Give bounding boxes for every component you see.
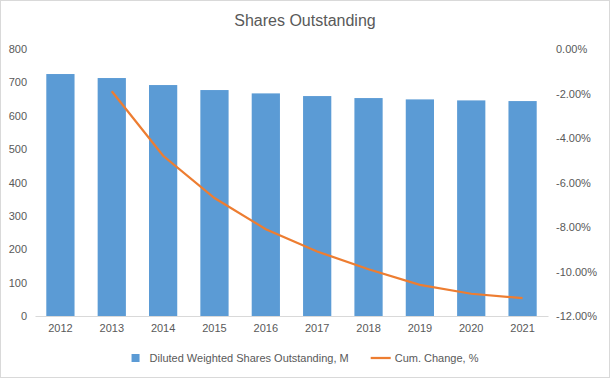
tick: -2.00% — [548, 88, 591, 100]
tick-label: 2021 — [510, 322, 534, 334]
x-axis: 2012 2013 2014 2015 2016 2017 2018 2019 2020 2021 — [36, 316, 549, 334]
axis-line — [36, 316, 549, 317]
legend-item: Cum. Change, % — [371, 352, 479, 364]
tick-label: 0.00% — [556, 43, 587, 55]
tick: 2019 — [408, 316, 432, 334]
bar — [46, 74, 74, 316]
tick-label: 100 — [9, 277, 27, 289]
tick: 200 — [9, 243, 35, 255]
tick: 300 — [9, 210, 35, 222]
legend-label: Cum. Change, % — [395, 352, 479, 364]
tick-label: -2.00% — [556, 88, 591, 100]
chart-border — [1, 1, 610, 378]
bar — [98, 78, 126, 316]
tick-label: 2015 — [202, 322, 226, 334]
bar — [252, 93, 280, 316]
bar — [406, 99, 434, 316]
tick: 0 — [21, 310, 35, 322]
tick-label: 200 — [9, 243, 27, 255]
tick-label: -4.00% — [556, 132, 591, 144]
tick: 600 — [9, 110, 35, 122]
tick: 700 — [9, 76, 35, 88]
tick: 800 — [9, 43, 35, 55]
chart: Shares Outstanding2012201320142015201620… — [0, 0, 610, 378]
y-axis: 0 100 200 300 400 500 600 700 800 — [9, 43, 36, 322]
tick-label: 0 — [21, 310, 27, 322]
tick: 2020 — [459, 316, 483, 334]
tick: -4.00% — [548, 132, 591, 144]
tick-label: 2018 — [356, 322, 380, 334]
tick: 2015 — [202, 316, 226, 334]
bar — [354, 98, 382, 316]
tick: 2014 — [151, 316, 175, 334]
tick-label: 600 — [9, 110, 27, 122]
legend: Diluted Weighted Shares Outstanding, M Cu… — [132, 352, 479, 364]
tick: 2016 — [254, 316, 278, 334]
bar — [303, 96, 331, 316]
tick-label: 800 — [9, 43, 27, 55]
tick: 400 — [9, 177, 35, 189]
legend-swatch — [371, 357, 391, 359]
tick: -10.00% — [548, 266, 597, 278]
legend-item: Diluted Weighted Shares Outstanding, M — [132, 352, 349, 364]
tick-label: -12.00% — [556, 310, 597, 322]
tick-label: 2012 — [48, 322, 72, 334]
bar — [508, 101, 536, 316]
tick: 100 — [9, 277, 35, 289]
tick: -8.00% — [548, 221, 591, 233]
axis-line — [548, 50, 549, 317]
tick-label: -6.00% — [556, 177, 591, 189]
tick: -6.00% — [548, 177, 591, 189]
tick: 500 — [9, 143, 35, 155]
tick: -12.00% — [548, 310, 597, 322]
legend-swatch — [132, 354, 140, 362]
tick-label: 2014 — [151, 322, 175, 334]
tick-label: 300 — [9, 210, 27, 222]
tick-label: 2016 — [254, 322, 278, 334]
tick-label: 500 — [9, 143, 27, 155]
tick: 2013 — [100, 316, 124, 334]
tick: 2012 — [48, 316, 72, 334]
tick: 2017 — [305, 316, 329, 334]
tick-label: -8.00% — [556, 221, 591, 233]
line — [112, 91, 523, 298]
axis-line — [35, 50, 36, 317]
tick-label: 400 — [9, 177, 27, 189]
y2-axis: 0.00% -2.00% -4.00% -6.00% -8.00% -10.00% -12.… — [548, 43, 597, 322]
tick-label: 2020 — [459, 322, 483, 334]
bar — [457, 100, 485, 316]
tick: 2021 — [510, 316, 534, 334]
tick: 2018 — [356, 316, 380, 334]
tick-label: 700 — [9, 76, 27, 88]
bar — [149, 85, 177, 316]
tick-label: 2017 — [305, 322, 329, 334]
chart-title: Shares Outstanding — [234, 12, 375, 29]
tick: 0.00% — [548, 43, 587, 55]
plot-marks — [46, 74, 536, 316]
tick-label: 2019 — [408, 322, 432, 334]
tick-label: 2013 — [100, 322, 124, 334]
legend-label: Diluted Weighted Shares Outstanding, M — [150, 352, 349, 364]
tick-label: -10.00% — [556, 266, 597, 278]
